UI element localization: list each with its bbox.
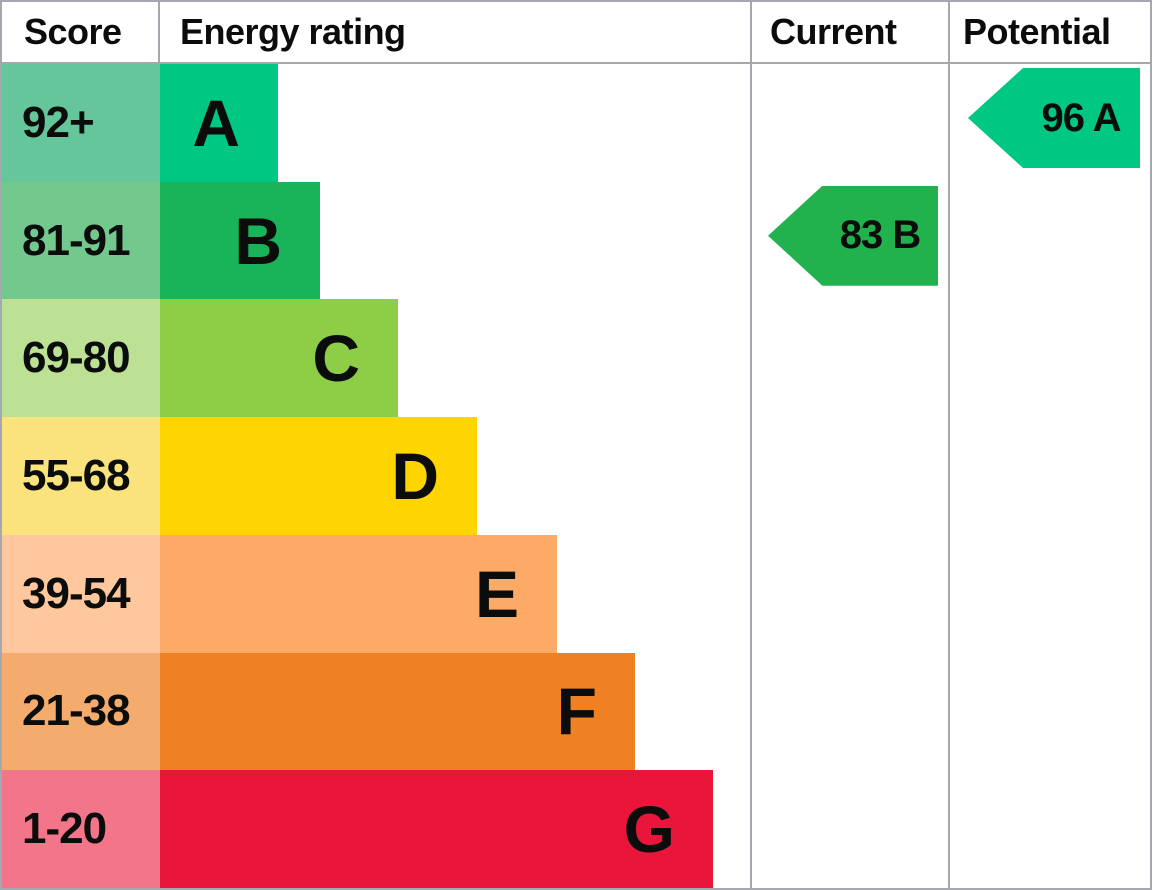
rating-row-b: 81-91 B 83 B — [2, 181, 1150, 300]
score-range-f: 21-38 — [22, 686, 131, 736]
rating-row-a: 92+ A 96 A — [2, 64, 1150, 182]
current-cell-e — [750, 534, 948, 653]
band-letter-c: C — [312, 321, 360, 396]
score-cell-d: 55-68 — [2, 417, 160, 535]
rating-row-d: 55-68 D — [2, 417, 1150, 535]
score-range-b: 81-91 — [22, 215, 131, 265]
score-range-d: 55-68 — [22, 451, 131, 501]
current-cell-b: 83 B — [750, 181, 948, 300]
band-bar-d: D — [160, 417, 477, 535]
band-bar-c: C — [160, 299, 398, 418]
score-range-e: 39-54 — [22, 568, 131, 618]
header-score: Score — [2, 2, 160, 62]
band-letter-b: B — [234, 203, 282, 278]
band-bar-b: B — [160, 181, 320, 300]
band-letter-e: E — [474, 556, 519, 631]
score-range-g: 1-20 — [22, 804, 107, 854]
band-bar-a: A — [160, 64, 278, 182]
band-letter-a: A — [192, 85, 240, 160]
band-bar-e: E — [160, 534, 557, 653]
score-cell-a: 92+ — [2, 64, 160, 182]
rating-row-g: 1-20 G — [2, 770, 1150, 888]
header-potential: Potential — [948, 2, 1150, 62]
band-bar-f: F — [160, 652, 635, 771]
score-cell-e: 39-54 — [2, 534, 160, 653]
potential-cell-e — [948, 534, 1150, 653]
potential-cell-d — [948, 417, 1150, 535]
current-rating-arrow: 83 B — [768, 185, 938, 286]
potential-rating-arrow: 96 A — [968, 68, 1140, 168]
rating-row-e: 39-54 E — [2, 534, 1150, 653]
potential-cell-b — [948, 181, 1150, 300]
score-range-c: 69-80 — [22, 333, 131, 383]
chart-header-row: Score Energy rating Current Potential — [2, 2, 1150, 64]
header-current: Current — [750, 2, 948, 62]
score-cell-b: 81-91 — [2, 181, 160, 300]
potential-cell-a: 96 A — [948, 64, 1150, 182]
score-cell-c: 69-80 — [2, 299, 160, 418]
rating-row-f: 21-38 F — [2, 652, 1150, 771]
score-range-a: 92+ — [22, 97, 95, 147]
score-cell-f: 21-38 — [2, 652, 160, 771]
rating-rows: 92+ A 96 A 81-91 B — [2, 64, 1150, 888]
current-cell-g — [750, 770, 948, 888]
current-cell-c — [750, 299, 948, 418]
band-letter-f: F — [556, 674, 597, 749]
potential-cell-g — [948, 770, 1150, 888]
score-cell-g: 1-20 — [2, 770, 160, 888]
current-cell-a — [750, 64, 948, 182]
current-cell-f — [750, 652, 948, 771]
current-cell-d — [750, 417, 948, 535]
band-letter-g: G — [623, 792, 675, 867]
potential-rating-label: 96 A — [1041, 95, 1121, 140]
header-energy-rating: Energy rating — [180, 11, 406, 52]
band-letter-d: D — [391, 439, 439, 514]
current-rating-label: 83 B — [839, 213, 921, 258]
band-bar-g: G — [160, 770, 713, 888]
potential-cell-f — [948, 652, 1150, 771]
potential-cell-c — [948, 299, 1150, 418]
rating-row-c: 69-80 C — [2, 299, 1150, 418]
